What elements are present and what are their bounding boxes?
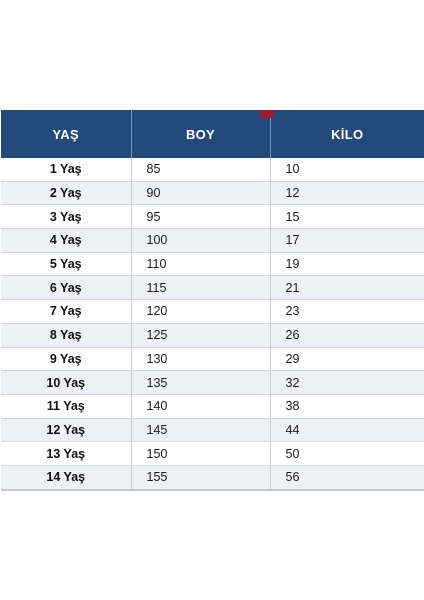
- cell-age: 5 Yaş: [1, 252, 131, 277]
- header-height: BOY: [130, 110, 270, 158]
- table-row: 7 Yaş 120 23: [1, 299, 424, 324]
- cell-height: 85: [130, 158, 270, 182]
- cell-height: 125: [130, 323, 270, 348]
- table-row: 1 Yaş 85 10: [1, 158, 424, 182]
- cell-age: 7 Yaş: [1, 299, 131, 324]
- cell-age: 11 Yaş: [1, 394, 131, 419]
- cell-age: 13 Yaş: [1, 441, 131, 466]
- cell-age: 12 Yaş: [1, 418, 131, 443]
- cell-weight: 56: [269, 465, 424, 491]
- cell-weight: 32: [269, 370, 424, 395]
- table-row: 3 Yaş 95 15: [1, 204, 424, 230]
- table-row: 4 Yaş 100 17: [1, 228, 424, 253]
- header-age: YAŞ: [1, 110, 131, 158]
- table-row: 12 Yaş 145 44: [1, 418, 424, 443]
- cell-weight: 26: [269, 323, 424, 348]
- cell-age: 4 Yaş: [1, 228, 131, 253]
- cell-age: 3 Yaş: [1, 204, 131, 230]
- table-row: 5 Yaş 110 19: [1, 252, 424, 277]
- cell-age: 2 Yaş: [1, 181, 131, 206]
- size-chart-table: YAŞ BOY KİLO 1 Yaş 85 10 2 Yaş 90 12 3 Yaş 95 15…: [1, 110, 424, 491]
- cell-weight: 15: [269, 204, 424, 230]
- table-row: 11 Yaş 140 38: [1, 394, 424, 419]
- cell-height: 90: [130, 181, 270, 206]
- cell-age: 1 Yaş: [1, 158, 131, 182]
- cell-height: 115: [130, 275, 270, 301]
- cell-height: 100: [130, 228, 270, 253]
- cell-height: 110: [130, 252, 270, 277]
- cell-weight: 23: [269, 299, 424, 324]
- header-weight: KİLO: [269, 110, 424, 158]
- cell-weight: 12: [269, 181, 424, 206]
- cell-age: 6 Yaş: [1, 275, 131, 301]
- cell-height: 155: [130, 465, 270, 491]
- cell-age: 14 Yaş: [1, 465, 131, 491]
- table-row: 9 Yaş 130 29: [1, 347, 424, 372]
- cell-weight: 17: [269, 228, 424, 253]
- table-header-row: YAŞ BOY KİLO: [1, 110, 424, 158]
- cell-age: 9 Yaş: [1, 347, 131, 372]
- cell-height: 130: [130, 347, 270, 372]
- cell-height: 140: [130, 394, 270, 419]
- cell-height: 95: [130, 204, 270, 230]
- header-accent-marker: [260, 110, 274, 118]
- table-row: 6 Yaş 115 21: [1, 275, 424, 301]
- table-row: 2 Yaş 90 12: [1, 181, 424, 206]
- cell-age: 10 Yaş: [1, 370, 131, 395]
- cell-height: 120: [130, 299, 270, 324]
- table-row: 13 Yaş 150 50: [1, 441, 424, 466]
- cell-weight: 21: [269, 275, 424, 301]
- cell-height: 135: [130, 370, 270, 395]
- table-body: 1 Yaş 85 10 2 Yaş 90 12 3 Yaş 95 15 4 Yaş 100 17 5 Y…: [1, 158, 424, 491]
- cell-weight: 10: [269, 158, 424, 182]
- cell-weight: 50: [269, 441, 424, 466]
- table-row: 8 Yaş 125 26: [1, 323, 424, 348]
- cell-weight: 29: [269, 347, 424, 372]
- cell-height: 150: [130, 441, 270, 466]
- cell-height: 145: [130, 418, 270, 443]
- cell-weight: 38: [269, 394, 424, 419]
- cell-age: 8 Yaş: [1, 323, 131, 348]
- cell-weight: 19: [269, 252, 424, 277]
- cell-weight: 44: [269, 418, 424, 443]
- table-row: 10 Yaş 135 32: [1, 370, 424, 395]
- table-row: 14 Yaş 155 56: [1, 465, 424, 491]
